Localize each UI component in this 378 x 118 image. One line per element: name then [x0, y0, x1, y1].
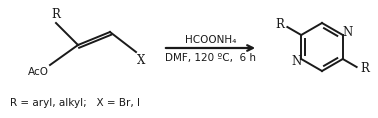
- Text: N: N: [291, 55, 302, 68]
- Text: R: R: [51, 8, 60, 21]
- Text: R: R: [275, 19, 284, 32]
- Text: R = aryl, alkyl;   X = Br, I: R = aryl, alkyl; X = Br, I: [10, 98, 140, 108]
- Text: DMF, 120 ºC,  6 h: DMF, 120 ºC, 6 h: [165, 53, 256, 63]
- Text: HCOONH₄: HCOONH₄: [185, 35, 236, 45]
- Text: X: X: [137, 54, 146, 67]
- Text: R: R: [360, 63, 369, 76]
- Text: N: N: [342, 26, 353, 39]
- Text: AcO: AcO: [28, 67, 49, 77]
